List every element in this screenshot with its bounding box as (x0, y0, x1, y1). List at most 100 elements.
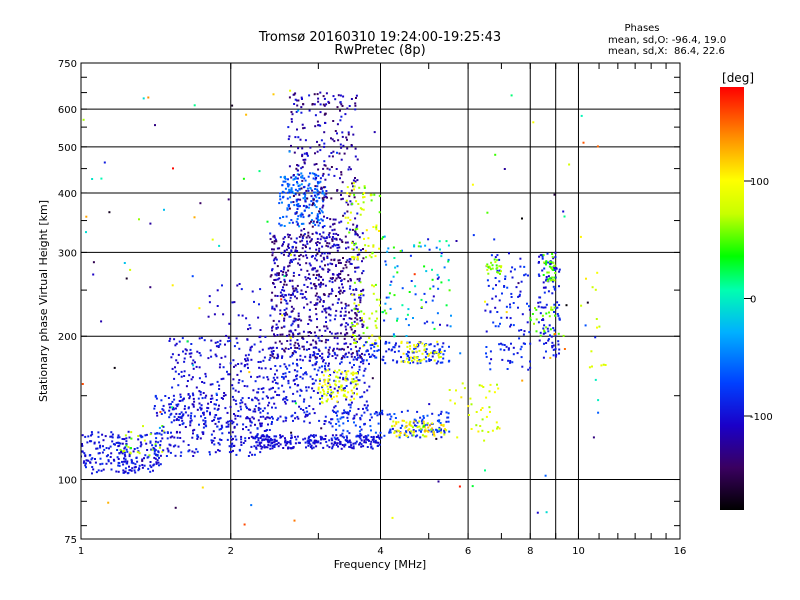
data-point (332, 223, 334, 226)
data-point (275, 439, 278, 442)
data-point (330, 395, 332, 398)
data-point (345, 247, 347, 250)
data-point (241, 397, 244, 400)
data-point (355, 376, 358, 379)
data-point (172, 394, 175, 397)
data-point (398, 345, 401, 348)
data-point (406, 342, 409, 344)
data-point (346, 430, 349, 433)
data-point (520, 345, 523, 348)
data-point (279, 312, 282, 315)
data-point (529, 342, 532, 345)
data-point (505, 316, 508, 319)
data-point (335, 237, 338, 240)
data-point (283, 298, 286, 301)
data-point (314, 294, 317, 297)
data-point (271, 305, 274, 308)
data-point (317, 388, 320, 391)
data-point (411, 426, 414, 429)
data-point (351, 325, 354, 328)
data-point (323, 160, 326, 163)
data-point (355, 200, 358, 203)
data-point (327, 382, 330, 385)
data-point (322, 186, 325, 189)
data-point (269, 367, 272, 370)
data-point (360, 290, 363, 293)
data-point (285, 283, 288, 286)
data-point (448, 389, 451, 391)
data-point (89, 461, 92, 464)
data-point (315, 248, 318, 251)
data-point (429, 343, 432, 346)
data-point (276, 247, 279, 250)
data-point (232, 421, 235, 424)
data-point (289, 336, 292, 339)
data-point (519, 257, 522, 260)
data-point (463, 387, 466, 390)
data-point (400, 340, 403, 343)
data-point (280, 301, 283, 304)
data-point (425, 348, 428, 351)
data-point (331, 281, 334, 284)
data-point (290, 187, 293, 190)
data-point (284, 365, 287, 368)
data-point (323, 194, 326, 197)
data-point (83, 460, 86, 463)
data-point (329, 277, 332, 280)
data-point (471, 485, 474, 488)
data-point (352, 288, 355, 291)
data-point (520, 356, 523, 359)
data-point (308, 109, 311, 112)
data-point (318, 247, 321, 250)
data-point (304, 355, 307, 358)
data-point (249, 346, 252, 349)
data-point (254, 396, 257, 399)
data-point (314, 185, 317, 188)
data-point (267, 423, 269, 426)
data-point (301, 176, 304, 179)
data-point (374, 320, 377, 323)
data-point (209, 397, 212, 400)
data-point (350, 144, 353, 147)
data-point (359, 301, 362, 304)
data-point (134, 463, 137, 466)
data-point (306, 286, 309, 288)
data-point (316, 188, 319, 191)
data-point (322, 359, 325, 361)
data-point (102, 468, 105, 471)
data-point (336, 371, 339, 374)
data-point (327, 356, 329, 358)
data-point (341, 307, 343, 310)
data-point (238, 448, 241, 451)
data-point (313, 283, 316, 285)
data-point (287, 204, 290, 207)
data-point (268, 358, 271, 361)
data-point (133, 466, 136, 469)
data-point (153, 450, 156, 453)
data-point (353, 308, 356, 311)
data-point (431, 352, 434, 355)
data-point (109, 445, 112, 448)
data-point (322, 167, 325, 170)
data-point (301, 235, 304, 238)
data-point (294, 92, 297, 95)
data-point (306, 303, 309, 306)
data-point (246, 416, 249, 419)
data-point (341, 432, 344, 435)
data-point (316, 326, 319, 329)
data-point (431, 299, 434, 302)
data-point (163, 208, 165, 211)
data-point (290, 120, 293, 123)
data-point (215, 403, 217, 406)
data-point (358, 186, 361, 189)
data-point (347, 419, 349, 422)
data-point (322, 103, 325, 106)
data-point (316, 93, 319, 96)
data-point (209, 383, 212, 386)
data-point (341, 347, 344, 350)
data-point (342, 318, 345, 321)
data-point (122, 450, 125, 453)
data-point (238, 283, 241, 285)
data-point (388, 431, 391, 434)
data-point (124, 446, 127, 449)
